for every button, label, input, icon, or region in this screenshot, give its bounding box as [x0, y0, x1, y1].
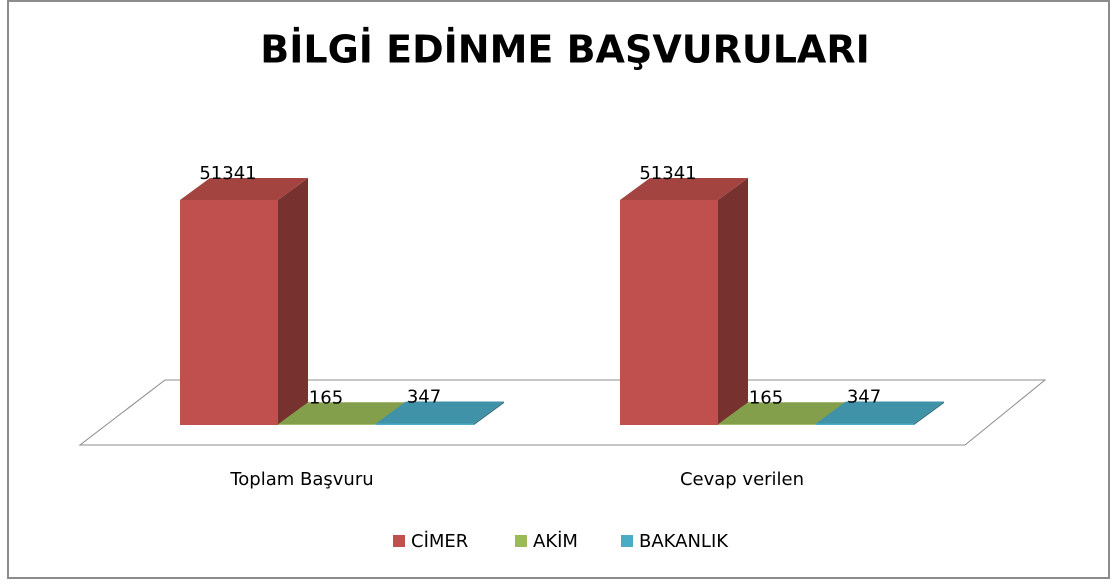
data-label: 51341	[199, 163, 256, 184]
legend-label: AKİM	[533, 531, 578, 552]
bar	[180, 200, 278, 425]
bar	[278, 424, 376, 425]
chart-frame	[7, 0, 1110, 579]
data-label: 165	[749, 387, 783, 408]
bar-side	[914, 401, 944, 425]
legend-swatch	[515, 535, 527, 547]
bar	[816, 423, 914, 425]
legend-label: BAKANLIK	[639, 531, 729, 552]
bar-top	[278, 402, 406, 425]
bar-top	[180, 178, 308, 200]
floor	[78, 379, 1047, 446]
data-label: 51341	[639, 163, 696, 184]
data-label: 347	[407, 386, 441, 407]
legend-swatch	[621, 535, 633, 547]
legend-label: CİMER	[411, 531, 468, 552]
bar	[718, 424, 816, 425]
bar-side	[474, 401, 504, 425]
data-label: 347	[847, 386, 881, 407]
chart-title: BİLGİ EDİNME BAŞVURULARI	[260, 28, 869, 72]
bar	[376, 423, 474, 425]
x-tick-label: Toplam Başvuru	[229, 469, 373, 490]
legend-swatch	[393, 535, 405, 547]
bar-top	[376, 401, 504, 424]
data-label: 165	[309, 387, 343, 408]
bar-top	[620, 178, 748, 200]
bar-side	[718, 178, 748, 425]
bar-side	[278, 178, 308, 425]
bar	[620, 200, 718, 425]
x-tick-label: Cevap verilen	[680, 469, 804, 490]
bar-top	[718, 402, 846, 425]
bar-top	[816, 401, 944, 424]
